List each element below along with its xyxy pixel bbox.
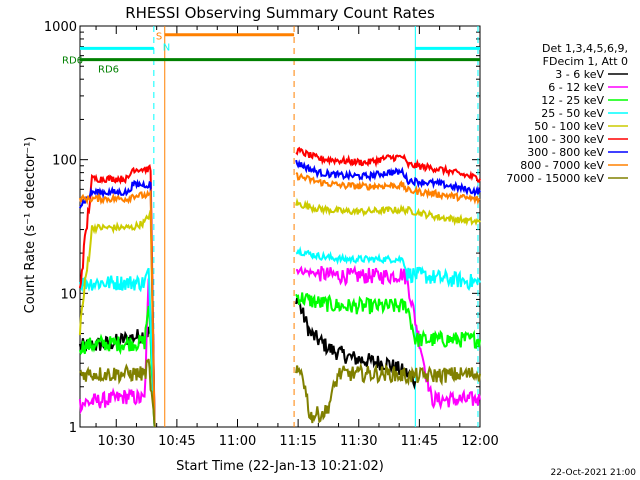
y-tick-label: 1000 xyxy=(44,20,77,35)
series-line xyxy=(78,267,156,428)
series-line xyxy=(295,197,481,227)
x-tick-label: 11:00 xyxy=(219,434,256,449)
legend-label: 300 - 800 keV xyxy=(527,146,604,159)
series-line xyxy=(295,297,417,391)
x-axis-label: Start Time (22-Jan-13 10:21:02) xyxy=(176,459,384,474)
series-line xyxy=(295,292,481,349)
series-line xyxy=(296,264,481,411)
x-tick-label: 12:00 xyxy=(461,434,498,449)
x-tick-label: 11:45 xyxy=(401,434,438,449)
series-line xyxy=(295,245,481,291)
flag-label: N xyxy=(163,43,170,54)
series-line xyxy=(79,358,156,428)
chart-title: RHESSI Observing Summary Count Rates xyxy=(125,4,435,22)
flag-label: RD6 xyxy=(98,65,119,76)
legend-label: 50 - 100 keV xyxy=(534,120,604,133)
legend-label: 25 - 50 keV xyxy=(541,107,604,120)
x-tick-label: 10:30 xyxy=(98,434,135,449)
series-line xyxy=(78,305,156,428)
series-line xyxy=(78,163,156,428)
legend-label: 6 - 12 keV xyxy=(548,81,604,94)
series-line xyxy=(295,159,481,198)
series-line xyxy=(78,188,156,428)
series-line xyxy=(295,362,481,424)
legend-header-2: FDecim 1, Att 0 xyxy=(543,55,628,68)
plot-area: 1 10 100 1000 10:30 10:45 11:00 11:15 11:30 11:45… xyxy=(44,20,499,449)
legend: Det 1,3,4,5,6,9, FDecim 1, Att 0 3 - 6 k… xyxy=(506,42,628,185)
series-line xyxy=(78,278,156,428)
series-line xyxy=(295,146,481,183)
footer-timestamp: 22-Oct-2021 21:00 xyxy=(551,468,637,478)
plot-frame xyxy=(79,25,481,428)
x-tick-label: 11:15 xyxy=(279,434,316,449)
y-tick-label: 100 xyxy=(52,154,77,169)
series-line xyxy=(295,171,481,205)
legend-label: 7000 - 15000 keV xyxy=(506,172,604,185)
x-tick-label: 11:30 xyxy=(340,434,377,449)
y-tick-label: 1 xyxy=(69,421,77,436)
flag-label: S xyxy=(156,31,162,42)
y-axis-label: Count Rate (s⁻¹ detector⁻¹) xyxy=(23,137,38,314)
series-line xyxy=(79,178,156,428)
legend-label: 3 - 6 keV xyxy=(555,68,604,81)
legend-label: 12 - 25 keV xyxy=(541,94,604,107)
flag-label: RD6 xyxy=(62,56,83,67)
y-tick-label: 10 xyxy=(60,287,77,302)
legend-header-1: Det 1,3,4,5,6,9, xyxy=(542,42,628,55)
x-tick-label: 10:45 xyxy=(158,434,195,449)
series-line xyxy=(78,209,156,428)
legend-label: 800 - 7000 keV xyxy=(520,159,604,172)
legend-label: 100 - 300 keV xyxy=(527,133,604,146)
